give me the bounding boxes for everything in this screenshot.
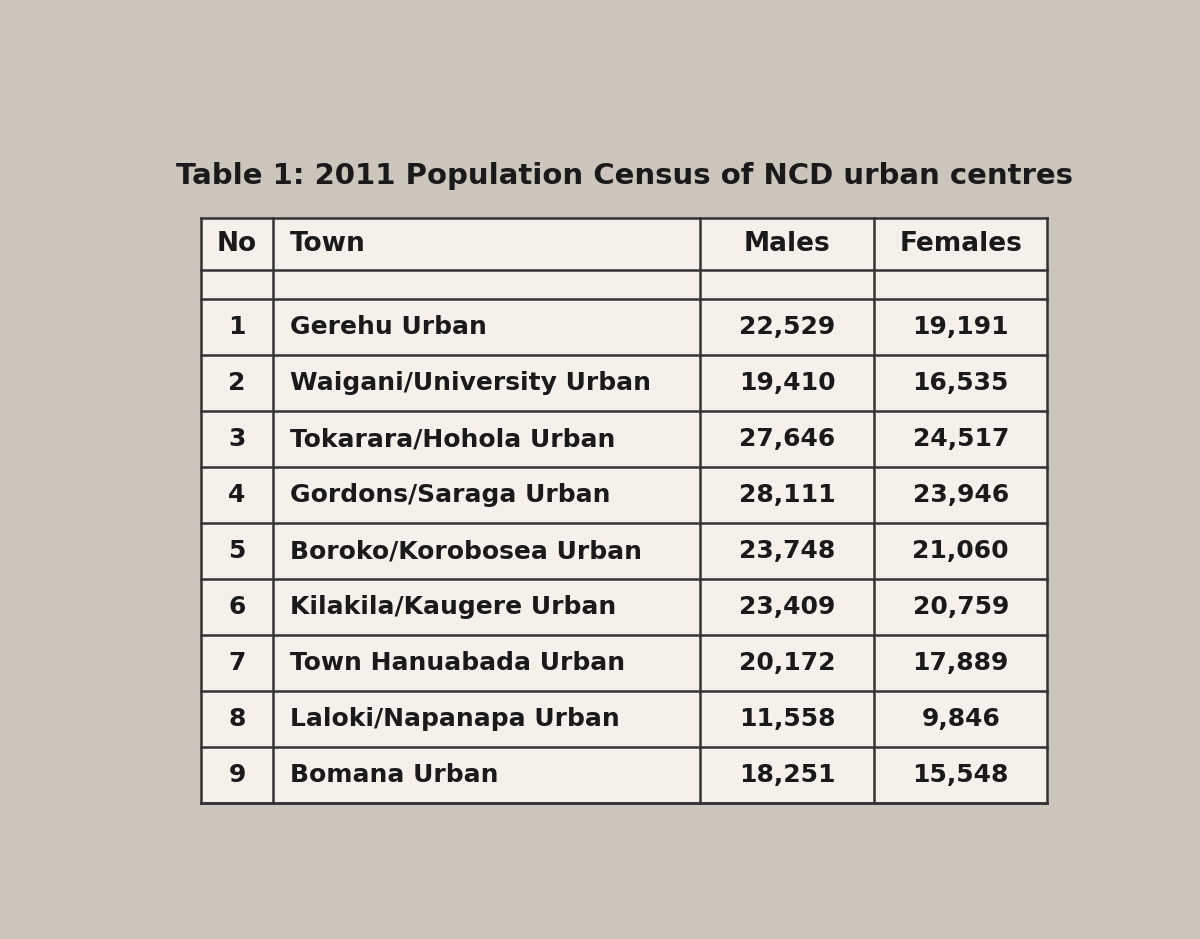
Text: Bomana Urban: Bomana Urban [290, 763, 498, 787]
Text: Table 1: 2011 Population Census of NCD urban centres: Table 1: 2011 Population Census of NCD u… [175, 162, 1073, 190]
Text: 7: 7 [228, 651, 246, 675]
Text: 20,759: 20,759 [912, 595, 1009, 619]
Text: Gordons/Saraga Urban: Gordons/Saraga Urban [290, 484, 611, 507]
Text: 19,191: 19,191 [912, 316, 1009, 339]
Text: 19,410: 19,410 [739, 371, 835, 395]
Text: 22,529: 22,529 [739, 316, 835, 339]
Text: Town: Town [290, 231, 366, 257]
Text: Males: Males [744, 231, 830, 257]
Text: 20,172: 20,172 [739, 651, 835, 675]
Text: 16,535: 16,535 [912, 371, 1009, 395]
Text: Females: Females [899, 231, 1022, 257]
Text: Waigani/University Urban: Waigani/University Urban [290, 371, 650, 395]
Text: 4: 4 [228, 484, 246, 507]
Text: 23,748: 23,748 [739, 539, 835, 563]
Text: Laloki/Napanapa Urban: Laloki/Napanapa Urban [290, 707, 619, 731]
Text: 15,548: 15,548 [912, 763, 1009, 787]
Text: 17,889: 17,889 [912, 651, 1009, 675]
Text: 8: 8 [228, 707, 246, 731]
Text: 23,409: 23,409 [739, 595, 835, 619]
Text: 24,517: 24,517 [912, 427, 1009, 452]
Text: 3: 3 [228, 427, 246, 452]
Text: 23,946: 23,946 [912, 484, 1009, 507]
Text: 11,558: 11,558 [739, 707, 835, 731]
Text: 28,111: 28,111 [739, 484, 835, 507]
Text: Kilakila/Kaugere Urban: Kilakila/Kaugere Urban [290, 595, 616, 619]
Text: 9,846: 9,846 [922, 707, 1000, 731]
Text: 1: 1 [228, 316, 246, 339]
Text: Boroko/Korobosea Urban: Boroko/Korobosea Urban [290, 539, 642, 563]
Text: 2: 2 [228, 371, 246, 395]
Text: 21,060: 21,060 [912, 539, 1009, 563]
Text: 6: 6 [228, 595, 246, 619]
Text: 27,646: 27,646 [739, 427, 835, 452]
Text: 5: 5 [228, 539, 246, 563]
Text: 9: 9 [228, 763, 246, 787]
Text: No: No [217, 231, 257, 257]
Text: Tokarara/Hohola Urban: Tokarara/Hohola Urban [290, 427, 616, 452]
Text: Town Hanuabada Urban: Town Hanuabada Urban [290, 651, 625, 675]
Text: 18,251: 18,251 [739, 763, 835, 787]
Text: Gerehu Urban: Gerehu Urban [290, 316, 487, 339]
